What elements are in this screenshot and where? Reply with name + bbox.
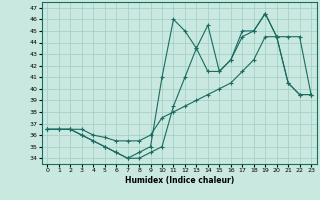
X-axis label: Humidex (Indice chaleur): Humidex (Indice chaleur): [124, 176, 234, 185]
